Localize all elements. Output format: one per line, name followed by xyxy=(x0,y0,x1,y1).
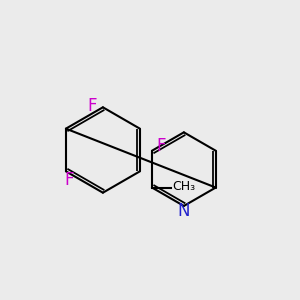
Text: F: F xyxy=(156,137,166,155)
Text: F: F xyxy=(64,171,74,189)
Text: CH₃: CH₃ xyxy=(172,180,196,193)
Text: F: F xyxy=(87,97,97,115)
Text: N: N xyxy=(178,202,190,220)
